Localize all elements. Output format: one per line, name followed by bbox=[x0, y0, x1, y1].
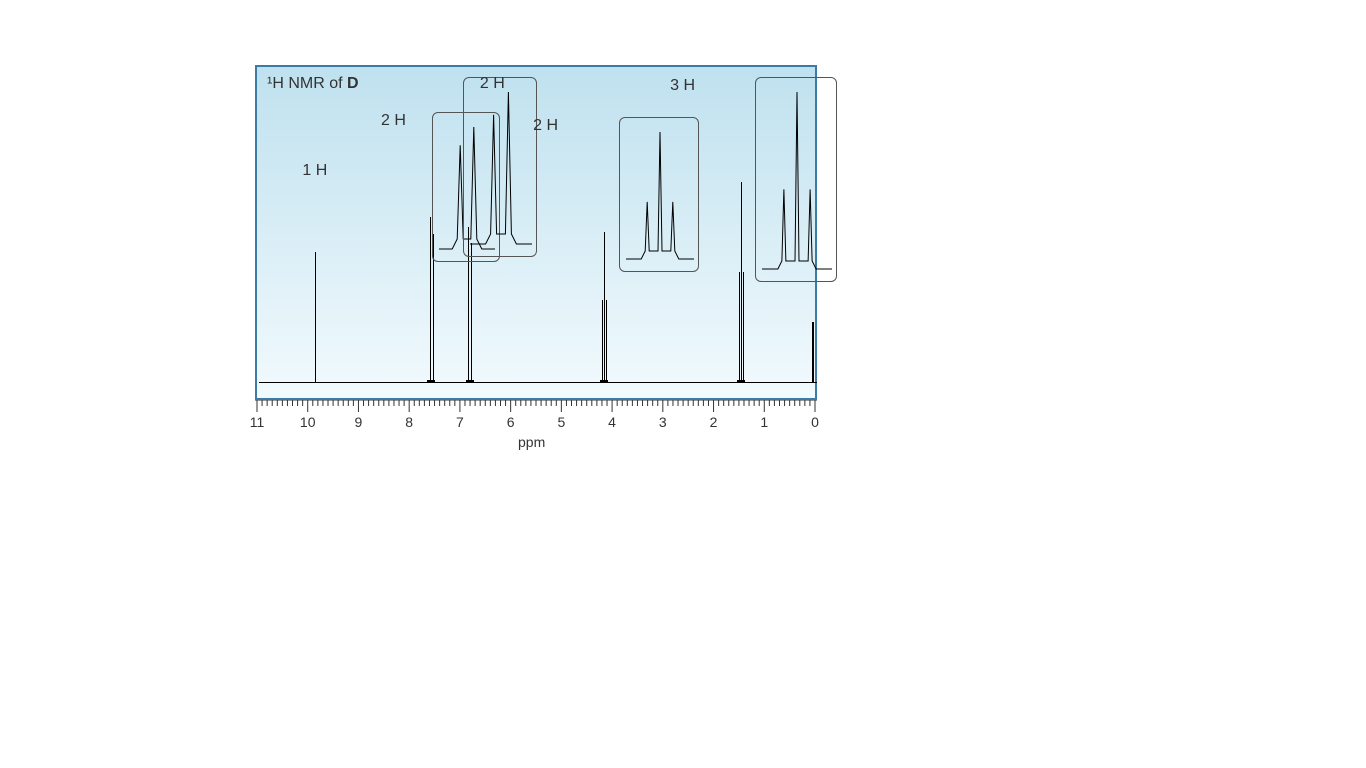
x-tick-label: 10 bbox=[300, 414, 316, 430]
peak-line bbox=[602, 300, 603, 383]
peak-base bbox=[737, 380, 745, 382]
x-tick-label: 6 bbox=[507, 414, 515, 430]
peak-line bbox=[743, 272, 744, 382]
chart-title: ¹H NMR of D bbox=[267, 75, 359, 93]
integration-label: 2 H bbox=[480, 75, 505, 93]
peak-line bbox=[430, 217, 431, 382]
peak-line bbox=[315, 252, 316, 382]
inset-box bbox=[463, 77, 537, 257]
peak-line bbox=[471, 243, 472, 383]
integration-label: 3 H bbox=[670, 77, 695, 95]
peak-base bbox=[427, 380, 435, 382]
peak-base bbox=[466, 380, 474, 382]
integration-label: 2 H bbox=[533, 117, 558, 135]
x-axis-label: ppm bbox=[518, 434, 545, 450]
peak-line bbox=[741, 182, 742, 382]
nmr-chart: ¹H NMR of D 1 H2 H2 H2 H3 H 111098765432… bbox=[255, 65, 817, 470]
inset-multiplet bbox=[620, 118, 700, 273]
integration-label: 1 H bbox=[302, 162, 327, 180]
inset-multiplet bbox=[756, 78, 838, 283]
baseline bbox=[259, 382, 817, 383]
x-tick-label: 1 bbox=[760, 414, 768, 430]
inset-multiplet bbox=[464, 78, 538, 258]
x-tick-label: 11 bbox=[250, 414, 265, 430]
x-tick-label: 0 bbox=[811, 414, 819, 430]
peak-line bbox=[812, 322, 814, 382]
x-tick-label: 9 bbox=[355, 414, 363, 430]
x-tick-label: 3 bbox=[659, 414, 667, 430]
x-tick-label: 2 bbox=[710, 414, 718, 430]
inset-box bbox=[619, 117, 699, 272]
x-axis-tick-labels: 11109876543210 bbox=[255, 414, 817, 434]
peak-base bbox=[600, 380, 608, 382]
inset-box bbox=[755, 77, 837, 282]
plot-area: ¹H NMR of D 1 H 2 H 2 H 2 H 3 H bbox=[255, 65, 817, 400]
peak-line bbox=[606, 300, 607, 383]
x-tick-label: 5 bbox=[557, 414, 565, 430]
peak-line bbox=[604, 232, 605, 382]
x-tick-label: 8 bbox=[405, 414, 413, 430]
integration-label: 2 H bbox=[381, 112, 406, 130]
x-tick-label: 7 bbox=[456, 414, 464, 430]
x-tick-label: 4 bbox=[608, 414, 616, 430]
peak-line bbox=[739, 272, 740, 382]
